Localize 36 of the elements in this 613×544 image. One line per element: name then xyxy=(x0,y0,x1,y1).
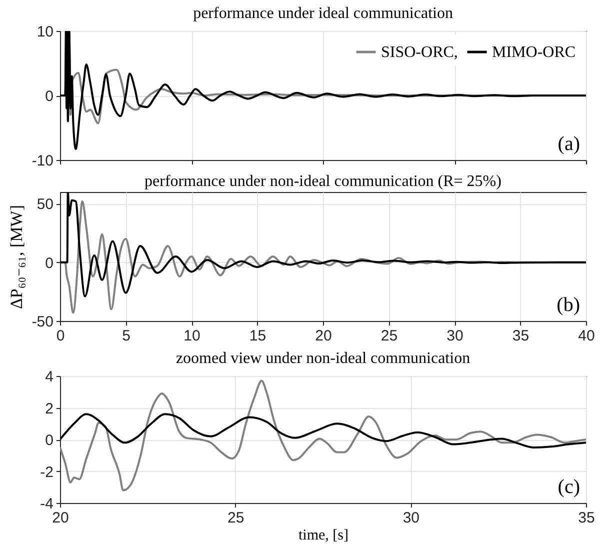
x-tick-label: 25 xyxy=(380,328,398,344)
x-tick-label: 5 xyxy=(122,328,130,344)
y-tick-label: -50 xyxy=(32,314,54,330)
x-tick-label: 35 xyxy=(578,510,595,526)
chart-title: zoomed view under non-ideal communication xyxy=(176,350,470,367)
x-tick-label: 15 xyxy=(249,328,266,344)
x-tick-label: 40 xyxy=(578,328,595,344)
y-tick-label: 10 xyxy=(36,24,54,40)
x-tick-label: 20 xyxy=(315,328,332,344)
x-tick-label: 35 xyxy=(512,328,530,344)
x-tick-label: 20 xyxy=(52,510,69,526)
x-tick-label: 25 xyxy=(227,510,244,526)
x-tick-label: 30 xyxy=(402,510,420,526)
y-tick-label: -2 xyxy=(40,464,54,481)
x-tick-label: 30 xyxy=(446,328,464,344)
y-tick-label: 0 xyxy=(45,432,54,449)
chart-title: performance under ideal communication xyxy=(193,5,453,22)
y-tick-label: -10 xyxy=(32,152,54,170)
chart-title: performance under non-ideal communication (R= 25%) xyxy=(144,173,502,190)
y-tick-label: 2 xyxy=(45,400,54,418)
y-axis-title: ΔP₆₀₋₆₁, [MW] xyxy=(6,204,26,310)
legend-label: SISO-ORC, xyxy=(381,44,458,61)
x-tick-label: 0 xyxy=(56,328,65,344)
y-tick-label: 0 xyxy=(45,254,54,272)
y-tick-label: -4 xyxy=(40,496,54,512)
x-axis-title: time, [s] xyxy=(298,528,348,544)
line-series xyxy=(60,192,586,298)
y-tick-label: 50 xyxy=(36,196,54,214)
y-tick-label: 0 xyxy=(45,88,54,105)
x-tick-label: 10 xyxy=(184,328,200,344)
annotation: (a) xyxy=(558,133,580,155)
annotation: (b) xyxy=(556,294,580,316)
line-series xyxy=(60,413,586,448)
annotation: (c) xyxy=(558,476,580,498)
legend-label: MIMO-ORC xyxy=(492,44,576,61)
y-tick-label: 4 xyxy=(45,368,54,386)
